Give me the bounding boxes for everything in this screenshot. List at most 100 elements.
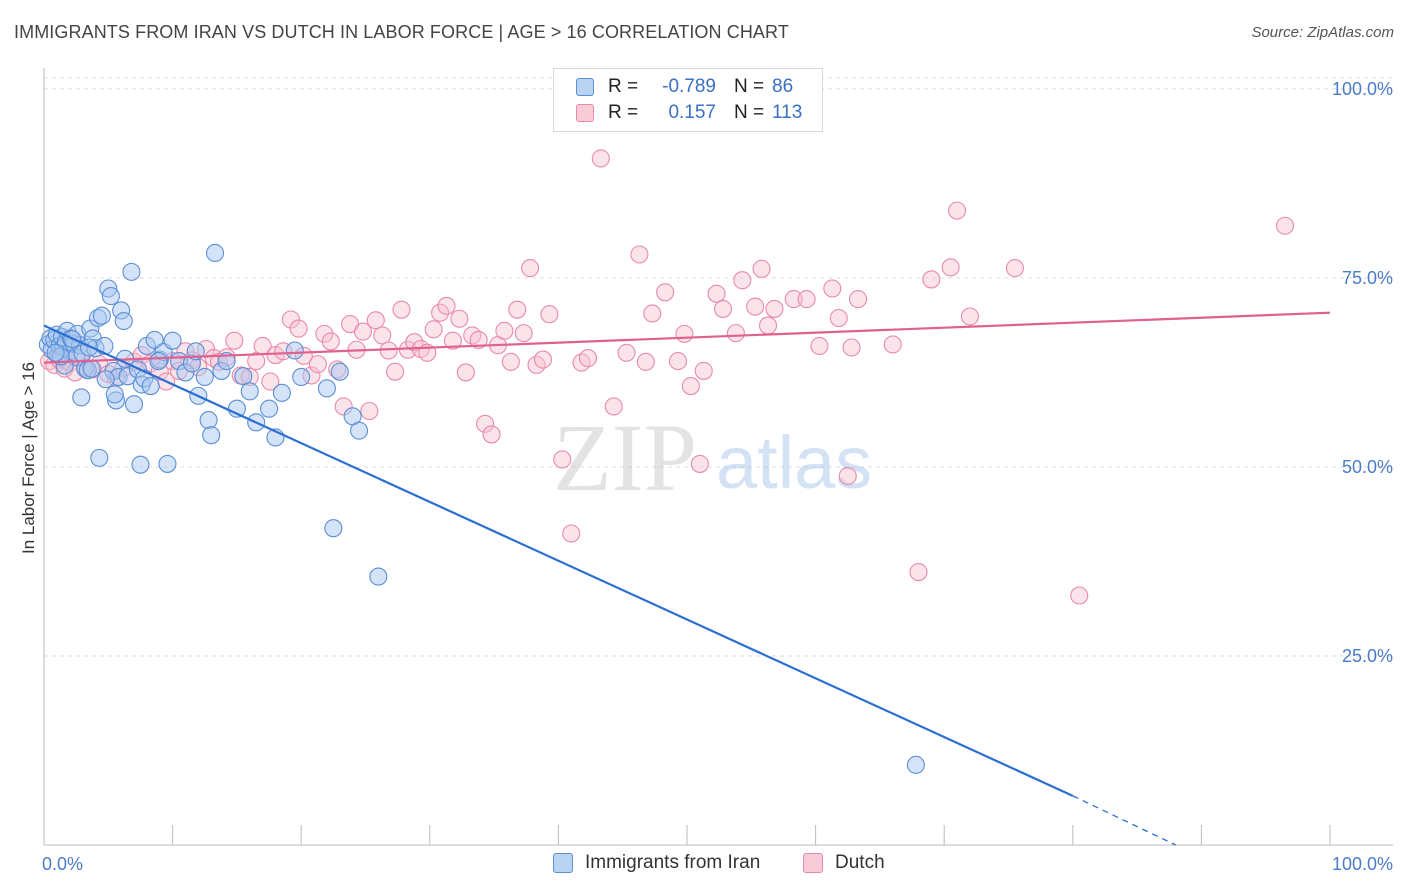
iran-point	[114, 311, 133, 331]
legend-swatch-iran	[576, 78, 594, 96]
dutch-point	[443, 331, 462, 350]
iran-point	[199, 411, 218, 430]
legend-n-value: 86	[772, 76, 794, 97]
dutch-point	[758, 316, 778, 335]
legend-row-iran: R = -0.789 N = 86	[576, 74, 793, 100]
dutch-point	[463, 326, 482, 345]
iran-point	[95, 336, 114, 356]
legend-r-value: 0.157	[668, 102, 716, 123]
iran-point	[217, 352, 236, 371]
dutch-point	[450, 309, 469, 328]
dutch-point	[386, 362, 405, 381]
legend-r-value: -0.789	[662, 76, 716, 97]
dutch-point	[941, 258, 960, 277]
legend-item-iran[interactable]: Immigrants from Iran	[553, 852, 760, 874]
dutch-point	[922, 270, 941, 289]
dutch-point	[578, 349, 598, 368]
dutch-point	[353, 322, 372, 341]
watermark: ZIP atlas	[553, 404, 872, 511]
iran-point	[350, 421, 369, 440]
stats-legend: R = -0.789 N = 86 R = 0.157 N = 113	[553, 68, 823, 132]
iran-point	[272, 383, 291, 402]
dutch-point	[308, 355, 327, 374]
dutch-point	[733, 271, 752, 290]
dutch-point	[591, 149, 610, 168]
dutch-point	[675, 324, 694, 343]
iran-point	[285, 341, 304, 360]
legend-label-dutch: Dutch	[835, 852, 885, 873]
dutch-point	[842, 338, 861, 357]
dutch-point	[636, 352, 655, 371]
x-tick-label: 100.0%	[1332, 854, 1393, 874]
dutch-point	[540, 305, 559, 324]
iran-point	[145, 330, 164, 349]
dutch-point	[1005, 259, 1024, 278]
dutch-point	[746, 297, 765, 316]
iran-point	[195, 367, 214, 387]
watermark-atlas: atlas	[716, 421, 872, 504]
iran-trend-line	[43, 324, 1074, 797]
iran-point	[149, 352, 168, 371]
dutch-point	[469, 330, 488, 349]
dutch-point	[726, 324, 745, 343]
axes	[43, 68, 1393, 846]
legend-label-iran: Immigrants from Iran	[585, 852, 761, 873]
dutch-point	[668, 352, 688, 371]
dutch-point	[476, 414, 495, 433]
dutch-point	[810, 336, 829, 356]
iran-point	[79, 338, 99, 357]
iran-point	[158, 454, 177, 473]
dutch-point	[765, 299, 784, 318]
dutch-point	[315, 324, 334, 343]
iran-point	[317, 379, 336, 398]
dutch-point	[281, 310, 300, 329]
dutch-point	[482, 425, 501, 444]
dutch-point	[225, 331, 244, 350]
y-axis-label: In Labor Force | Age > 16	[19, 362, 38, 554]
dutch-point	[261, 372, 280, 391]
dutch-point	[838, 466, 857, 486]
iran-points	[38, 243, 925, 774]
y-tick-label: 50.0%	[1342, 457, 1393, 477]
dutch-point	[514, 324, 533, 343]
dutch-point	[630, 245, 649, 264]
dutch-point	[848, 290, 868, 309]
legend-swatch-dutch	[803, 853, 823, 873]
source-label: Source: ZipAtlas.com	[1251, 24, 1394, 41]
dutch-point	[690, 454, 709, 473]
legend-item-dutch[interactable]: Dutch	[803, 852, 885, 874]
dutch-point	[948, 201, 967, 220]
iran-point	[259, 399, 279, 418]
legend-swatch-iran	[553, 853, 573, 873]
iran-point	[240, 382, 259, 401]
iran-point	[324, 519, 343, 538]
legend-r-label: R =	[608, 76, 639, 97]
dutch-point	[321, 332, 340, 351]
iran-point	[124, 395, 144, 414]
iran-trend-extension	[1072, 795, 1176, 846]
legend-n-value: 113	[772, 102, 803, 123]
iran-point	[369, 567, 388, 586]
dutch-point	[656, 283, 675, 302]
iran-point	[101, 287, 120, 306]
dutch-point	[694, 361, 713, 380]
dutch-point	[247, 352, 266, 371]
y-tick-label: 100.0%	[1332, 79, 1393, 99]
dutch-points	[40, 149, 1295, 605]
dutch-point	[829, 308, 848, 328]
dutch-point	[456, 363, 475, 382]
dutch-point	[1070, 586, 1089, 605]
dutch-point	[572, 353, 591, 372]
dutch-point	[360, 401, 379, 421]
dutch-point	[604, 397, 623, 416]
y-tick-label: 75.0%	[1342, 268, 1393, 288]
dutch-point	[562, 524, 581, 543]
iran-point	[330, 362, 349, 381]
dutch-point	[289, 319, 308, 338]
legend-swatch-dutch	[576, 104, 594, 122]
dutch-point	[909, 562, 928, 582]
dutch-point	[521, 259, 540, 278]
dutch-point	[553, 450, 572, 469]
iran-point	[141, 376, 160, 396]
dutch-point	[501, 352, 520, 371]
